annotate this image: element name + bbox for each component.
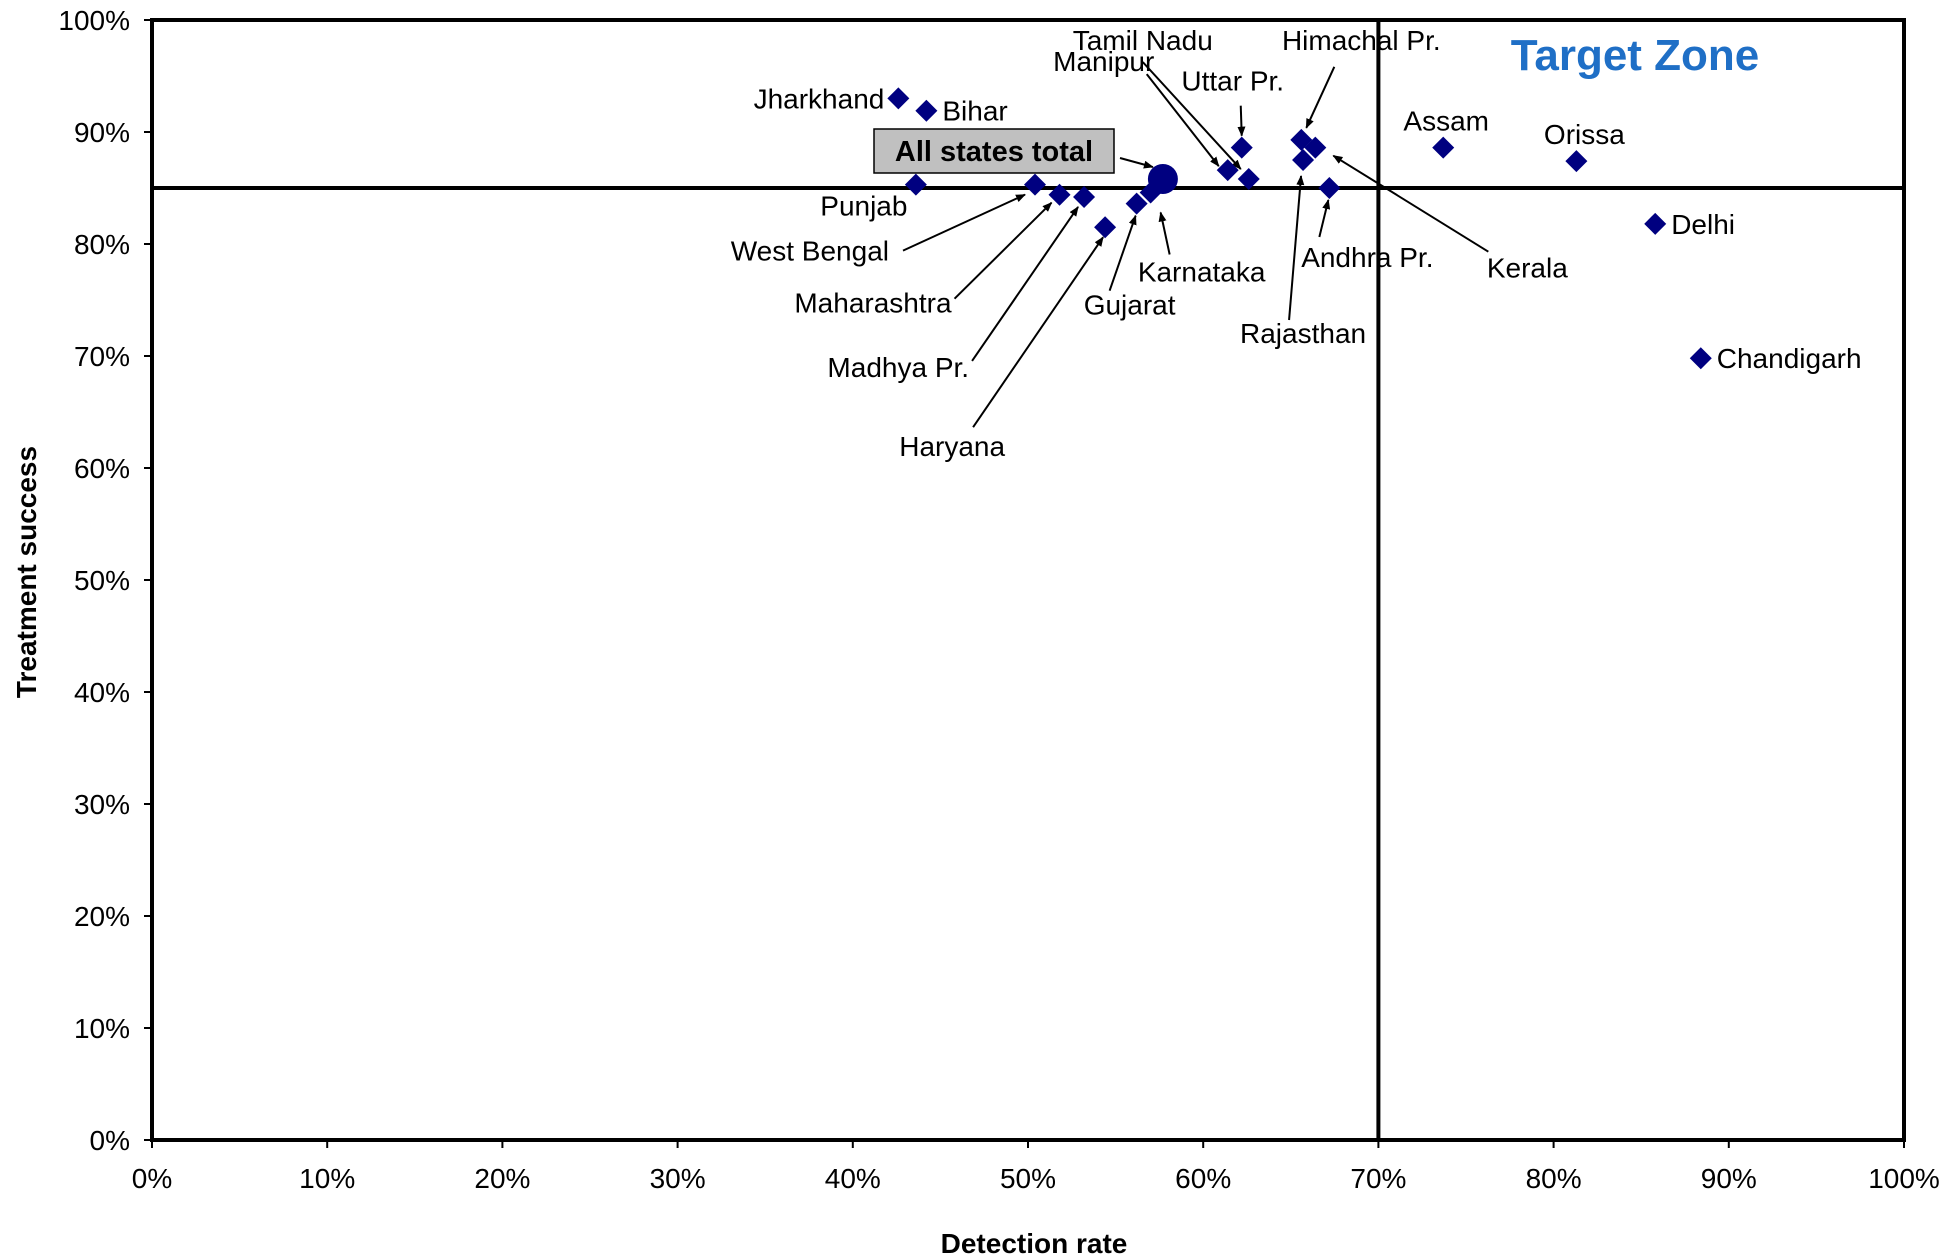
y-tick-label: 10% xyxy=(74,1013,130,1044)
y-tick-label: 80% xyxy=(74,229,130,260)
point-label: Gujarat xyxy=(1084,290,1176,321)
leader-arrow xyxy=(971,206,1079,362)
x-tick-label: 70% xyxy=(1350,1163,1406,1194)
leader-arrow xyxy=(1332,154,1489,253)
scatter-point xyxy=(1216,159,1239,182)
y-tick-label: 40% xyxy=(74,677,130,708)
scatter-point xyxy=(1689,347,1712,370)
scatter-point xyxy=(1125,192,1148,215)
point-label: Chandigarh xyxy=(1717,343,1862,374)
y-tick-label: 60% xyxy=(74,453,130,484)
scatter-point xyxy=(1318,177,1341,199)
x-tick-label: 50% xyxy=(1000,1163,1056,1194)
leader-arrow xyxy=(1318,199,1331,238)
leader-arrow xyxy=(902,193,1026,252)
x-tick-label: 20% xyxy=(474,1163,530,1194)
leader-arrow xyxy=(953,202,1053,300)
scatter-point xyxy=(915,99,938,122)
scatter-point xyxy=(1230,136,1253,159)
point-label: Rajasthan xyxy=(1240,318,1366,349)
leader-arrow xyxy=(1145,73,1220,167)
leader-arrow xyxy=(972,236,1104,428)
leader-arrow xyxy=(1288,175,1305,321)
point-label: Andhra Pr. xyxy=(1301,242,1433,273)
scatter-point xyxy=(1237,168,1260,191)
total-label: All states total xyxy=(895,136,1093,168)
scatter-point xyxy=(1024,173,1047,196)
scatter-point xyxy=(1048,183,1071,206)
point-label: Kerala xyxy=(1487,253,1568,284)
scatter-point xyxy=(1565,150,1588,173)
leader-arrow xyxy=(1305,66,1336,129)
point-label: Manipur xyxy=(1053,46,1154,77)
scatter-point xyxy=(1073,185,1096,208)
x-tick-label: 60% xyxy=(1175,1163,1231,1194)
point-label: Madhya Pr. xyxy=(827,352,969,383)
x-tick-label: 30% xyxy=(650,1163,706,1194)
y-tick-label: 0% xyxy=(90,1125,130,1156)
scatter-point xyxy=(1292,149,1315,171)
point-label: West Bengal xyxy=(731,236,889,267)
y-tick-label: 50% xyxy=(74,565,130,596)
y-tick-label: 20% xyxy=(74,901,130,932)
x-tick-label: 0% xyxy=(132,1163,172,1194)
target-zone-label: Target Zone xyxy=(1511,31,1760,80)
point-label: Tamil Nadu xyxy=(1073,25,1213,56)
y-axis-title: Treatment success xyxy=(11,446,42,698)
point-label: Bihar xyxy=(942,96,1007,127)
x-tick-label: 100% xyxy=(1868,1163,1940,1194)
scatter-point xyxy=(1304,136,1327,159)
point-label: Jharkhand xyxy=(754,83,885,114)
x-tick-label: 80% xyxy=(1526,1163,1582,1194)
total-point xyxy=(1147,164,1178,195)
point-label: Punjab xyxy=(820,191,907,222)
leader-arrow xyxy=(1237,105,1246,137)
scatter-point xyxy=(887,87,910,110)
x-axis-title: Detection rate xyxy=(941,1228,1128,1259)
point-label: Uttar Pr. xyxy=(1181,66,1284,97)
point-label: Karnataka xyxy=(1138,256,1266,287)
total-leader-arrow xyxy=(1119,157,1154,169)
total-label-box xyxy=(873,128,1115,174)
scatter-point xyxy=(904,173,927,196)
x-tick-label: 40% xyxy=(825,1163,881,1194)
leader-arrow xyxy=(1142,61,1242,170)
point-label: Maharashtra xyxy=(794,288,952,319)
scatter-point xyxy=(1432,136,1455,159)
y-tick-label: 30% xyxy=(74,789,130,820)
point-label: Orissa xyxy=(1544,119,1625,150)
point-label: Himachal Pr. xyxy=(1282,25,1441,56)
leader-arrow xyxy=(1108,214,1137,292)
y-tick-label: 70% xyxy=(74,341,130,372)
x-tick-label: 10% xyxy=(299,1163,355,1194)
scatter-point xyxy=(1644,212,1667,235)
point-label: Assam xyxy=(1403,106,1489,137)
point-label: Delhi xyxy=(1671,209,1735,240)
leader-arrow xyxy=(1158,211,1171,255)
scatter-point xyxy=(1094,216,1117,239)
point-label: Haryana xyxy=(899,431,1005,462)
y-tick-label: 90% xyxy=(74,117,130,148)
y-tick-label: 100% xyxy=(58,5,130,36)
x-tick-label: 90% xyxy=(1701,1163,1757,1194)
